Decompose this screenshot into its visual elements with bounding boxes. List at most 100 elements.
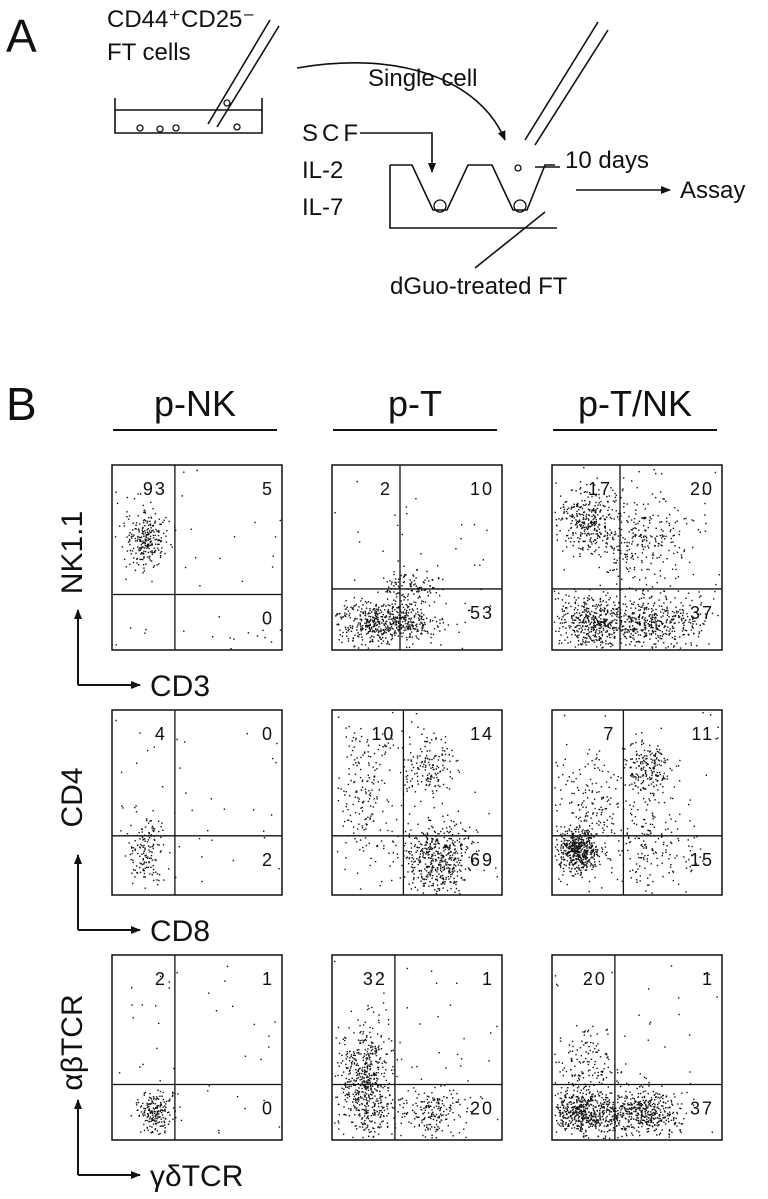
event (579, 857, 580, 858)
event (598, 547, 599, 548)
event (674, 857, 675, 858)
event (663, 498, 664, 499)
event (392, 607, 393, 608)
event (377, 592, 378, 593)
event (630, 759, 631, 760)
event (404, 627, 405, 628)
event (645, 801, 646, 802)
event (649, 516, 650, 517)
event (642, 616, 643, 617)
event (149, 851, 150, 852)
event (705, 531, 706, 532)
event (567, 642, 568, 643)
event (143, 870, 144, 871)
event (574, 620, 575, 621)
event (379, 631, 380, 632)
event (137, 1099, 138, 1100)
event (140, 872, 141, 873)
event (161, 1121, 162, 1122)
event (153, 848, 154, 849)
event (402, 747, 403, 748)
event (660, 774, 661, 775)
event (150, 1112, 151, 1113)
cell (515, 165, 521, 171)
event (636, 504, 637, 505)
event (429, 585, 430, 586)
event (391, 603, 392, 604)
event (162, 1114, 163, 1115)
event (345, 629, 346, 630)
event (718, 727, 719, 728)
event (437, 853, 438, 854)
event (403, 625, 404, 626)
event (655, 753, 656, 754)
event (643, 780, 644, 781)
event (573, 813, 574, 814)
event (660, 784, 661, 785)
event (433, 733, 434, 734)
event (207, 1090, 208, 1091)
event (683, 618, 684, 619)
event (140, 1106, 141, 1107)
event (422, 627, 423, 628)
event (643, 603, 644, 604)
event (585, 541, 586, 542)
event (354, 746, 355, 747)
event (385, 617, 386, 618)
event (662, 534, 663, 535)
event (375, 622, 376, 623)
event (581, 804, 582, 805)
event (655, 619, 656, 620)
event (575, 836, 576, 837)
event (564, 715, 565, 716)
event (593, 508, 594, 509)
event (145, 512, 146, 513)
event (634, 502, 635, 503)
event (363, 801, 364, 802)
events (334, 481, 491, 649)
event (428, 595, 429, 596)
event (610, 646, 611, 647)
event (386, 621, 387, 622)
event (408, 612, 409, 613)
event (602, 832, 603, 833)
event (611, 872, 612, 873)
event (629, 871, 630, 872)
event (587, 529, 588, 530)
event (623, 634, 624, 635)
event (431, 826, 432, 827)
event (375, 762, 376, 763)
panel-label: B (6, 378, 37, 430)
event (660, 765, 661, 766)
event (675, 578, 676, 579)
event (667, 776, 668, 777)
event (591, 543, 592, 544)
event (162, 1096, 163, 1097)
event (617, 879, 618, 880)
event (643, 847, 644, 848)
event (353, 620, 354, 621)
event (340, 616, 341, 617)
event (138, 531, 139, 532)
event (420, 843, 421, 844)
event (151, 560, 152, 561)
event (454, 858, 455, 859)
event (583, 504, 584, 505)
event (152, 1118, 153, 1119)
event (434, 628, 435, 629)
event (587, 850, 588, 851)
event (651, 536, 652, 537)
event (600, 608, 601, 609)
event (574, 613, 575, 614)
event (580, 548, 581, 549)
event (150, 835, 151, 836)
event (451, 820, 452, 821)
event (441, 859, 442, 860)
event (602, 809, 603, 810)
event (658, 759, 659, 760)
event (176, 739, 177, 740)
event (620, 609, 621, 610)
event (564, 844, 565, 845)
event (581, 850, 582, 851)
event (440, 770, 441, 771)
